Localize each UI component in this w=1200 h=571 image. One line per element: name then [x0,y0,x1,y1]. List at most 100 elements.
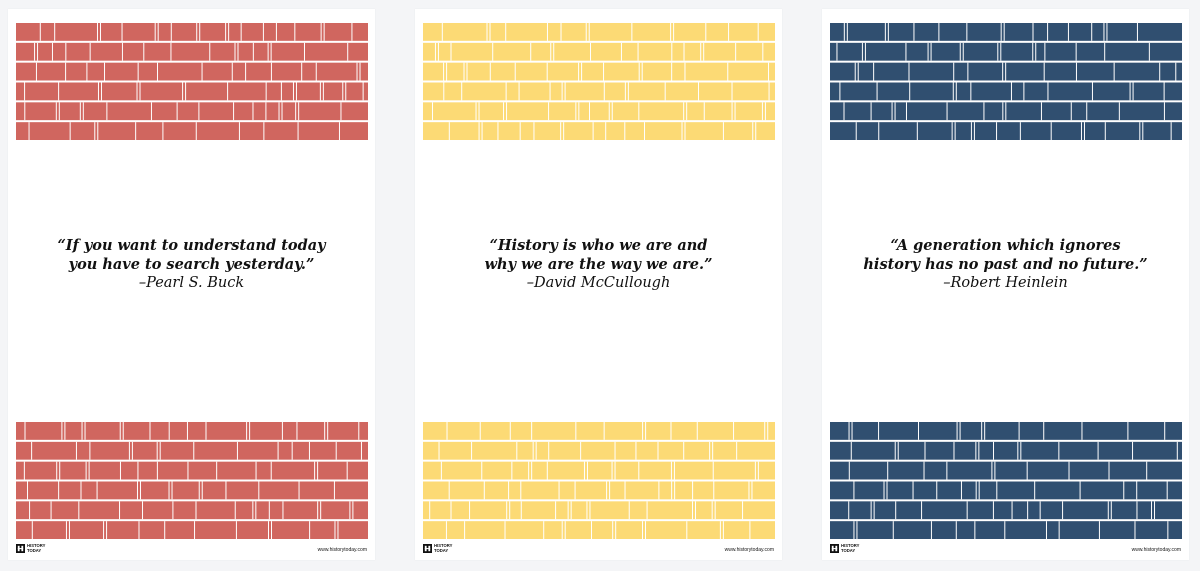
brick-joint [1032,23,1034,41]
brick-joint [520,481,522,500]
brick-joint [1151,501,1153,520]
brick-joint [441,23,443,41]
brick-joint [894,441,896,460]
brick-joint [857,62,859,81]
brick-joint [201,481,203,500]
brick-joint [1163,82,1165,101]
brick-joint [614,441,616,460]
brick-joint [503,102,505,121]
brick-joint [558,481,560,500]
poster-robert-heinlein: “A generation which ignores history has … [822,9,1189,560]
brick-joint [1000,23,1002,41]
brick-joint [1104,42,1106,61]
brick-joint [671,42,673,61]
brick-joint [671,481,673,500]
brick-joint [511,461,513,480]
brick-joint [262,23,264,41]
brick-joint [768,82,770,101]
brick-joint [1164,422,1166,440]
brick-joint [628,501,630,520]
brick-joint [1104,122,1106,140]
brick-joint [546,23,548,41]
site-url[interactable]: www.historytoday.com [724,547,774,553]
brick-joint [233,102,235,121]
brick-joint [994,461,996,480]
brick-joint [909,82,911,101]
brick-joint [323,23,325,41]
brick-row [423,122,775,140]
brick-joint [1098,521,1100,539]
brick-joint [324,422,326,440]
brick-joint [1011,501,1013,520]
brick-joint [437,42,439,61]
brick-joint [51,42,53,61]
brick-joint [757,23,759,41]
brick-joint [157,62,159,81]
brick-joint [104,62,106,81]
brick-joint [438,441,440,460]
brick-joint [691,501,693,520]
brick-row [423,23,775,41]
brick-row [830,422,1182,440]
brick-joint [884,23,886,41]
brick-joint [504,521,506,539]
brick-joint [870,102,872,121]
brick-joint [156,461,158,480]
brick-joint [1113,62,1115,81]
brick-joint [973,122,975,140]
brick-joint [768,62,770,81]
brick-joint [1067,23,1069,41]
brick-joint [34,42,36,61]
brick-joint [996,481,998,500]
site-url[interactable]: www.historytoday.com [317,547,367,553]
brick-joint [225,23,227,41]
brick-joint [479,422,481,440]
brick-joint [913,23,915,41]
brick-joint [356,62,358,81]
brick-joint [122,422,124,440]
brick-joint [322,82,324,101]
brick-joint [891,102,893,121]
brick-joint [962,42,964,61]
brick-joint [106,521,108,539]
site-url[interactable]: www.historytoday.com [1131,547,1181,553]
brick-joint [560,122,562,140]
brick-rows [423,422,775,539]
brick-joint [136,82,138,101]
brick-joint [1108,461,1110,480]
brick-joint [533,122,535,140]
brick-joint [749,521,751,539]
brick-joint [440,461,442,480]
brick-joint [670,23,672,41]
brick-joint [684,62,686,81]
brick-joint [605,122,607,140]
quote-author: –Pearl S. Buck [138,275,245,291]
brick-joint [674,481,676,500]
brick-row [830,461,1182,480]
brick-joint [508,481,510,500]
brick-joint [938,23,940,41]
brick-joint [295,82,297,101]
brick-joint [258,481,260,500]
brick-joint [281,102,283,121]
brick-joint [736,441,738,460]
brick-rows [16,23,368,140]
brick-joint [234,42,236,61]
brick-joint [967,62,969,81]
brick-joint [255,501,257,520]
brick-joint [1129,82,1131,101]
brick-joint [135,122,137,140]
brick-joint [836,42,838,61]
brick-joint [319,82,321,101]
brick-joint [615,521,617,539]
brick-joint [912,481,914,500]
brick-joint [320,23,322,41]
brick-joint [280,82,282,101]
brick-joint [873,501,875,520]
brick-joint [238,122,240,140]
brick-joint [450,42,452,61]
brick-joint [588,23,590,41]
brick-joint [946,461,948,480]
brick-joint [278,102,280,121]
brick-joint [611,461,613,480]
